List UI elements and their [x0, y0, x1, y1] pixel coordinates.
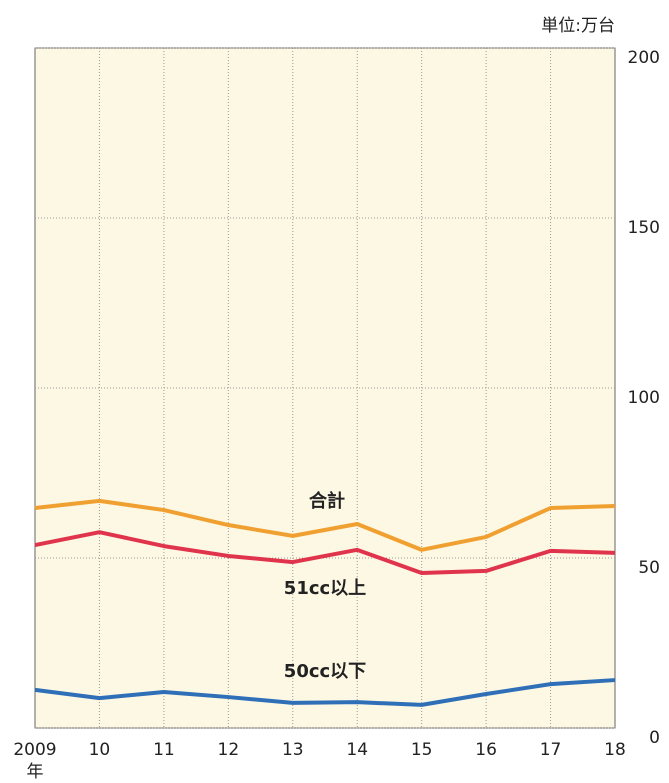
y-tick-label: 100 [628, 388, 660, 408]
x-tick-label: 18 [604, 740, 626, 760]
x-tick-label: 10 [89, 740, 111, 760]
line-series [34, 530, 616, 575]
x-tick-label: 11 [153, 740, 175, 760]
series-label: 51cc以上 [284, 578, 366, 599]
x-tick-label: 15 [411, 740, 433, 760]
x-tick-label: 16 [475, 740, 497, 760]
x-axis-label: 年 [27, 762, 44, 782]
x-tick-label: 2009 [13, 740, 56, 760]
y-tick-label: 200 [628, 48, 660, 68]
x-tick-label: 14 [346, 740, 368, 760]
x-tick-label: 12 [218, 740, 240, 760]
line-series [34, 678, 616, 707]
y-tick-label: 0 [649, 728, 660, 748]
series-label: 50cc以下 [284, 661, 366, 682]
line-series [34, 498, 616, 552]
y-tick-label: 150 [628, 218, 660, 238]
x-tick-label: 13 [282, 740, 304, 760]
unit-label: 単位:万台 [541, 16, 615, 36]
y-tick-label: 50 [638, 558, 660, 578]
series-label: 合計 [309, 490, 345, 512]
x-tick-label: 17 [540, 740, 562, 760]
